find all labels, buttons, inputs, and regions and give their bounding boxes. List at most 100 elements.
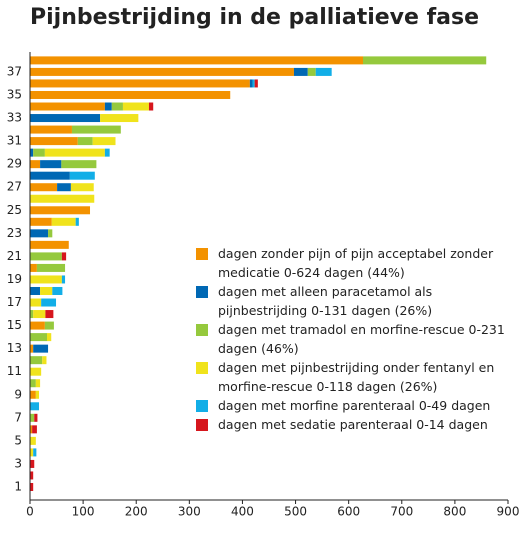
bar-segment [61,275,66,284]
bar-segment [30,148,34,157]
legend-swatch [196,362,208,374]
bar-segment [33,310,46,319]
y-tick-label: 7 [14,410,22,424]
bar-segment [33,344,49,353]
bar-segment [363,56,487,65]
bar-segment [30,436,36,445]
y-tick-label: 37 [7,64,22,78]
bar-segment [315,67,332,76]
bar-segment [30,448,34,457]
bar-segment [34,413,38,422]
y-tick-label: 27 [7,180,22,194]
bar-segment [40,160,62,169]
bar-segment [30,263,37,272]
bar-segment [30,114,101,123]
legend-swatch [196,286,208,298]
bar-segment [41,298,57,307]
bar-segment [92,137,116,146]
bar-segment [30,217,52,226]
legend: dagen zonder pijn of pijn acceptabel zon… [196,244,511,434]
x-tick-label: 500 [284,505,307,519]
bar-segment [30,286,41,295]
bar-segment [30,90,231,99]
bar-segment [30,102,105,111]
bar-segment [30,79,250,88]
bar-segment [42,356,47,365]
legend-swatch [196,248,208,260]
bar-segment [46,333,52,342]
bar-segment [30,206,91,215]
bar-segment [30,56,364,65]
y-tick-label: 33 [7,111,22,125]
y-tick-label: 19 [7,272,22,286]
bar-segment [293,67,308,76]
bar-segment [30,367,42,376]
bar-segment [30,402,40,411]
bar-segment [30,483,34,491]
x-tick-label: 400 [231,505,254,519]
bar-segment [30,310,34,319]
bar-segment [254,79,258,88]
chart-title: Pijnbestrijding in de palliatieve fase [30,5,479,30]
bar-segment [61,252,67,261]
bar-segment [30,275,62,284]
x-tick-label: 200 [125,505,148,519]
bar-segment [70,183,94,192]
legend-label: dagen zonder pijn of pijn acceptabel zon… [218,246,494,280]
bar-segment [35,390,40,399]
y-tick-label: 11 [7,364,22,378]
y-tick-label: 15 [7,318,22,332]
x-tick-label: 300 [178,505,201,519]
y-tick-label: 25 [7,203,22,217]
y-tick-label: 5 [14,433,22,447]
x-tick-label: 900 [497,505,520,519]
x-tick-label: 700 [390,505,413,519]
bar-segment [122,102,149,111]
y-tick-label: 3 [14,456,22,470]
bar-segment [61,160,97,169]
bar-segment [30,356,43,365]
bar-segment [104,148,110,157]
bar-segment [30,171,70,180]
bar-segment [45,310,54,319]
bar-segment [307,67,316,76]
y-tick-label: 13 [7,341,22,355]
bar-segment [30,390,36,399]
bar-segment [249,79,253,88]
legend-label: dagen met alleen paracetamol als pijnbes… [218,284,433,318]
bar-segment [69,171,95,180]
bar-segment [33,448,37,457]
bar-segment [148,102,154,111]
bar-segment [30,252,62,261]
x-tick-label: 600 [337,505,360,519]
y-tick-label: 1 [14,480,22,494]
legend-item: dagen met pijnbestrijding onder fentanyl… [196,358,511,396]
bar-segment [32,425,37,434]
legend-item: dagen met sedatie parenteraal 0-14 dagen [196,415,511,434]
bar-segment [104,102,112,111]
legend-label: dagen met morfine parenteraal 0-49 dagen [218,398,491,413]
bar-segment [52,286,63,295]
bar-segment [71,125,121,134]
bar-segment [30,413,35,422]
legend-label: dagen met sedatie parenteraal 0-14 dagen [218,417,488,432]
bar-segment [44,148,105,157]
bar-segment [30,333,47,342]
legend-swatch [196,324,208,336]
bar-segment [30,344,34,353]
legend-item: dagen met tramadol en morfine-rescue 0-2… [196,320,511,358]
y-tick-label: 21 [7,249,22,263]
y-tick-label: 9 [14,387,22,401]
bar-segment [30,459,35,468]
bar-segment [57,183,71,192]
bar-segment [30,379,36,388]
bar-segment [30,298,42,307]
bar-segment [30,425,33,434]
legend-item: dagen met morfine parenteraal 0-49 dagen [196,396,511,415]
bar-segment [75,217,79,226]
legend-swatch [196,419,208,431]
bar-segment [30,471,34,480]
bar-segment [30,229,49,238]
bar-segment [30,183,58,192]
